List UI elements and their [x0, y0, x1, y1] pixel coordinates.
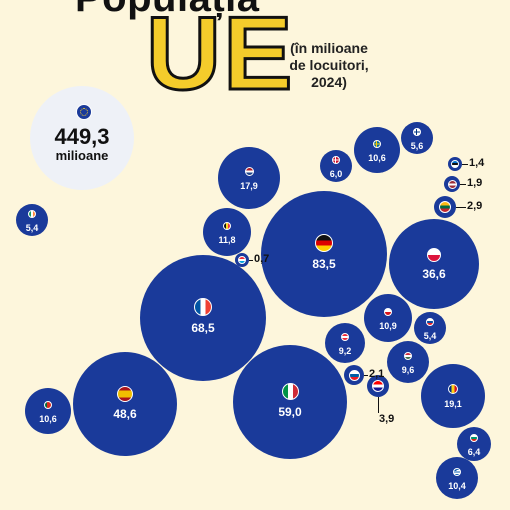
country-value: 68,5: [191, 321, 215, 335]
country-value: 59,0: [278, 405, 302, 419]
country-value: 9,2: [338, 346, 352, 356]
country-value: 10,6: [368, 153, 386, 163]
netherlands-flag-icon: [244, 167, 254, 176]
total-unit: milioane: [55, 148, 109, 163]
country-bubble-lu: [235, 253, 249, 267]
country-bubble-dk: 6,0: [320, 150, 352, 182]
country-bubble-nl: 17,9: [218, 147, 280, 209]
country-value: 10,6: [39, 414, 57, 424]
country-bubble-sk: 5,4: [414, 312, 446, 344]
country-value: 1,9: [467, 177, 483, 189]
ireland-flag-icon: [28, 210, 36, 218]
country-bubble-gr: 10,4: [436, 457, 478, 499]
croatia-flag-icon: [372, 380, 384, 392]
country-bubble-at: 9,2: [325, 323, 365, 363]
bulgaria-flag-icon: [470, 434, 478, 442]
country-value: 19,1: [444, 399, 462, 409]
country-value: 10,4: [448, 481, 466, 491]
leader-line: [462, 164, 468, 165]
country-value: 48,6: [113, 407, 137, 421]
total-value: 449,3: [54, 124, 110, 149]
country-value: 0,7: [254, 253, 270, 265]
italy-flag-icon: [281, 383, 299, 400]
estonia-flag-icon: [451, 160, 459, 168]
leader-line: [456, 207, 466, 208]
country-bubble-it: 59,0: [233, 345, 347, 459]
country-bubble-ie: 5,4: [16, 204, 48, 236]
slovakia-flag-icon: [426, 318, 434, 326]
country-value: 6,0: [329, 169, 343, 179]
hungary-flag-icon: [404, 352, 412, 360]
slovenia-flag-icon: [348, 369, 360, 381]
sweden-flag-icon: [373, 140, 381, 148]
denmark-flag-icon: [332, 156, 340, 164]
czechia-flag-icon: [384, 308, 392, 316]
country-bubble-fr: 68,5: [140, 255, 266, 381]
country-value: 5,6: [410, 141, 424, 151]
country-bubble-de: 83,5: [261, 191, 387, 317]
country-bubble-se: 10,6: [354, 127, 400, 173]
france-flag-icon: [194, 298, 212, 316]
country-value: 2,1: [369, 368, 385, 380]
country-value: 5,4: [423, 331, 437, 341]
country-value: 6,4: [467, 447, 481, 457]
luxembourg-flag-icon: [238, 256, 246, 264]
country-value: 2,9: [467, 200, 483, 212]
country-value: 17,9: [240, 181, 258, 191]
romania-flag-icon: [448, 384, 458, 394]
country-bubble-bg: 6,4: [457, 427, 491, 461]
country-value: 1,4: [469, 157, 485, 169]
country-bubble-lv: [444, 176, 460, 192]
lithuania-flag-icon: [439, 201, 451, 213]
country-bubble-hu: 9,6: [387, 341, 429, 383]
finland-flag-icon: [413, 128, 421, 136]
leader-line: [378, 397, 379, 413]
country-bubble-pt: 10,6: [25, 388, 71, 434]
total-bubble: 449,3 milioane: [30, 86, 134, 190]
country-bubble-si: [344, 365, 364, 385]
country-value: 3,9: [379, 413, 395, 425]
subtitle-line: (în milioane: [290, 40, 368, 56]
title-main: UE: [144, 0, 295, 112]
belgium-flag-icon: [223, 222, 231, 230]
greece-flag-icon: [453, 468, 461, 476]
country-bubble-hr: [367, 375, 389, 397]
title-top: Populația: [75, 0, 260, 21]
leader-line: [364, 375, 368, 376]
leader-line: [249, 260, 253, 261]
country-bubble-es: 48,6: [73, 352, 177, 456]
spain-flag-icon: [117, 386, 133, 402]
country-value: 9,6: [401, 365, 415, 375]
subtitle-line: 2024): [311, 74, 347, 90]
country-bubble-lt: [434, 196, 456, 218]
germany-flag-icon: [315, 234, 333, 252]
country-bubble-fi: 5,6: [401, 122, 433, 154]
country-value: 36,6: [422, 267, 446, 281]
country-value: 11,8: [218, 235, 236, 245]
eu-flag-icon: [76, 104, 92, 120]
subtitle: (în milioane de locuitori, 2024): [274, 40, 384, 91]
austria-flag-icon: [341, 333, 349, 341]
country-value: 5,4: [25, 223, 39, 233]
country-bubble-be: 11,8: [203, 208, 251, 256]
subtitle-line: de locuitori,: [289, 57, 369, 73]
country-bubble-pl: 36,6: [389, 219, 479, 309]
country-bubble-ro: 19,1: [421, 364, 485, 428]
country-value: 10,9: [379, 321, 397, 331]
country-bubble-ee: [448, 157, 462, 171]
portugal-flag-icon: [44, 401, 52, 409]
country-bubble-cz: 10,9: [364, 294, 412, 342]
country-value: 83,5: [312, 257, 336, 271]
poland-flag-icon: [427, 248, 441, 262]
latvia-flag-icon: [447, 179, 457, 189]
leader-line: [460, 184, 466, 185]
